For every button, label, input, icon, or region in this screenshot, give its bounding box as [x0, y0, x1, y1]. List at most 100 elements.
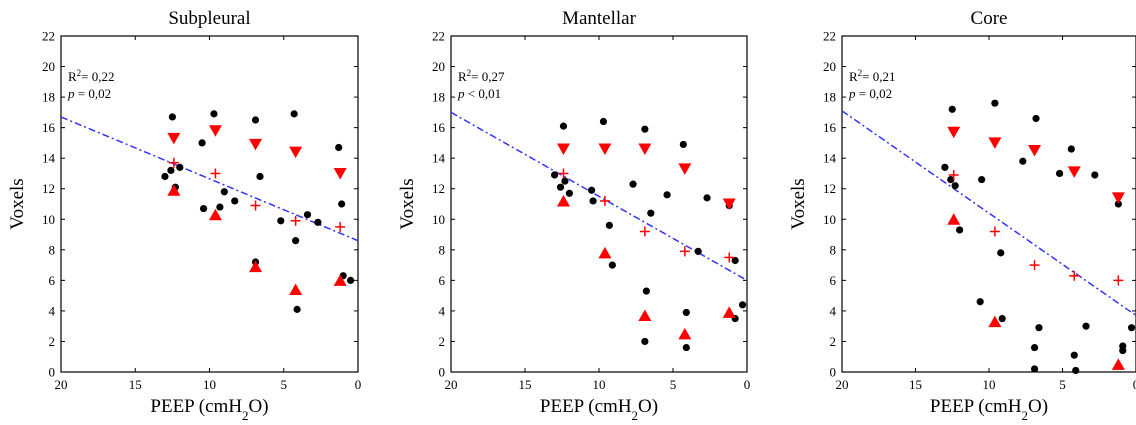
data-point	[303, 211, 312, 219]
y-tick-label: 0	[439, 365, 446, 380]
data-point	[314, 218, 322, 226]
data-point	[198, 139, 206, 147]
y-tick-label: 2	[439, 334, 446, 349]
r-squared-label: R2= 0,21	[849, 68, 896, 84]
data-point	[256, 172, 264, 181]
x-tick-label: 15	[129, 377, 142, 392]
triangle-up-marker	[722, 306, 736, 318]
p-value-label: p < 0,01	[457, 86, 501, 101]
p-value-label: p = 0,02	[848, 86, 892, 101]
x-tick-label: 15	[909, 377, 922, 392]
data-point	[951, 182, 959, 190]
data-point	[1127, 324, 1136, 332]
x-tick-label: 20	[55, 377, 68, 392]
y-tick-label: 4	[439, 303, 446, 318]
y-tick-label: 4	[49, 303, 56, 318]
y-tick-label: 14	[42, 151, 56, 166]
data-point	[588, 186, 596, 194]
x-axis-label: PEEP (cmH2O)	[150, 396, 268, 423]
data-point	[679, 140, 687, 149]
cross-marker	[250, 200, 261, 211]
cross-marker	[679, 246, 690, 257]
x-tick-label: 10	[983, 377, 996, 392]
data-point	[703, 194, 711, 202]
y-tick-label: 8	[49, 242, 56, 257]
data-point	[663, 191, 671, 199]
y-tick-label: 6	[49, 273, 56, 288]
data-point	[1035, 324, 1043, 332]
data-point	[346, 276, 355, 284]
chart-title: Core	[971, 8, 1008, 29]
cross-marker	[599, 195, 610, 206]
triangle-up-marker	[208, 208, 222, 221]
x-tick-label: 15	[519, 377, 532, 392]
data-point	[1032, 114, 1040, 123]
data-point	[231, 197, 239, 205]
cross-marker	[335, 221, 346, 232]
triangle-up-marker	[678, 327, 692, 340]
plot-frame	[841, 35, 1136, 373]
triangle-down-marker	[333, 167, 347, 180]
triangle-down-marker	[208, 125, 222, 137]
y-axis-label: Voxels	[397, 178, 418, 229]
data-point	[948, 105, 956, 113]
triangle-up-marker	[249, 260, 263, 273]
triangle-up-marker	[1111, 358, 1125, 370]
data-point	[338, 200, 346, 208]
data-point	[997, 249, 1005, 257]
data-point	[947, 175, 955, 184]
x-tick-label: 10	[593, 377, 606, 392]
data-point	[1019, 157, 1027, 165]
y-axis-label: Voxels	[788, 178, 809, 229]
y-tick-label: 20	[823, 59, 836, 74]
triangle-up-marker	[598, 246, 612, 259]
data-point	[976, 298, 984, 306]
data-point	[565, 189, 574, 197]
data-point	[199, 204, 208, 213]
x-tick-label: 0	[1133, 377, 1136, 392]
triangle-up-marker	[988, 315, 1002, 328]
y-tick-label: 22	[42, 29, 55, 44]
y-tick-label: 12	[432, 181, 445, 196]
triangle-down-marker	[167, 132, 181, 145]
data-point	[293, 305, 301, 313]
cross-marker	[558, 168, 569, 179]
x-tick-label: 20	[836, 377, 849, 392]
y-tick-label: 18	[823, 90, 836, 105]
triangle-up-marker	[289, 283, 303, 296]
chart-panel-2: Mantellar Voxels PEEP (cmH2O) 0 2 4 6 8 10 12 14 16…	[397, 8, 750, 423]
y-tick-label: 10	[823, 212, 836, 227]
y-tick-label: 6	[439, 273, 446, 288]
triangle-down-marker	[947, 126, 961, 139]
chart-title: Subpleural	[168, 8, 250, 29]
data-point	[694, 247, 702, 255]
data-point	[608, 261, 616, 269]
data-point	[599, 117, 608, 126]
y-tick-label: 0	[830, 365, 837, 380]
data-point	[1091, 171, 1099, 179]
data-point	[682, 343, 690, 352]
data-point	[682, 308, 690, 317]
x-tick-label: 0	[744, 377, 751, 392]
p-value-label: p = 0,02	[67, 86, 111, 101]
y-tick-label: 18	[42, 90, 55, 105]
y-tick-label: 16	[432, 120, 446, 135]
data-point	[292, 237, 300, 245]
cross-marker	[1113, 275, 1124, 286]
triangle-down-marker	[1067, 166, 1081, 178]
data-point	[335, 143, 343, 152]
y-tick-label: 0	[49, 365, 56, 380]
cross-marker	[724, 252, 735, 263]
y-tick-label: 14	[823, 151, 837, 166]
triangle-up-marker	[333, 274, 347, 286]
data-point	[167, 166, 175, 174]
x-tick-label: 5	[1059, 377, 1066, 392]
chart-panel-3: Core Voxels PEEP (cmH2O) 0 2 4 6 8 10 12 14 16 18 20 2…	[788, 8, 1136, 423]
y-tick-label: 10	[42, 212, 55, 227]
plot-frame	[60, 35, 359, 373]
x-axis-label: PEEP (cmH2O)	[930, 396, 1048, 423]
cross-marker	[210, 168, 221, 179]
triangle-down-marker	[1111, 192, 1125, 204]
regression-line	[450, 111, 748, 282]
